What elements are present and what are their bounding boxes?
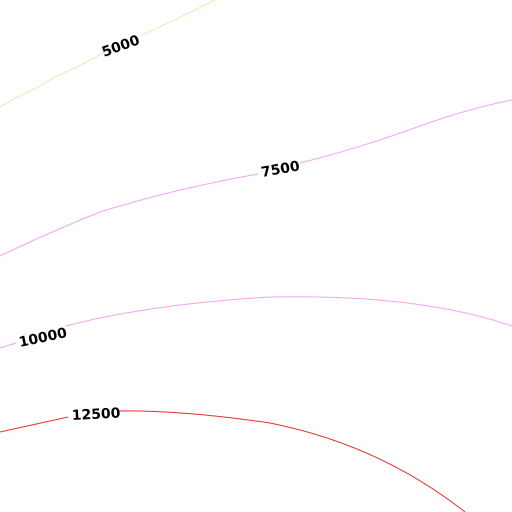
- contour-line-7500: [0, 99, 512, 257]
- contour-label-7500: 7500: [260, 158, 301, 181]
- contour-12500: 12500: [0, 405, 466, 512]
- contour-label-10000: 10000: [18, 325, 69, 351]
- contour-line-5000: [0, 0, 216, 108]
- contour-line-12500: [0, 410, 466, 512]
- contour-5000: 5000: [0, 0, 216, 108]
- contour-10000: 10000: [0, 296, 512, 351]
- contour-7500: 7500: [0, 99, 512, 257]
- contour-line-10000: [0, 296, 512, 349]
- contour-label-12500: 12500: [71, 405, 121, 424]
- contour-label-5000: 5000: [100, 32, 142, 60]
